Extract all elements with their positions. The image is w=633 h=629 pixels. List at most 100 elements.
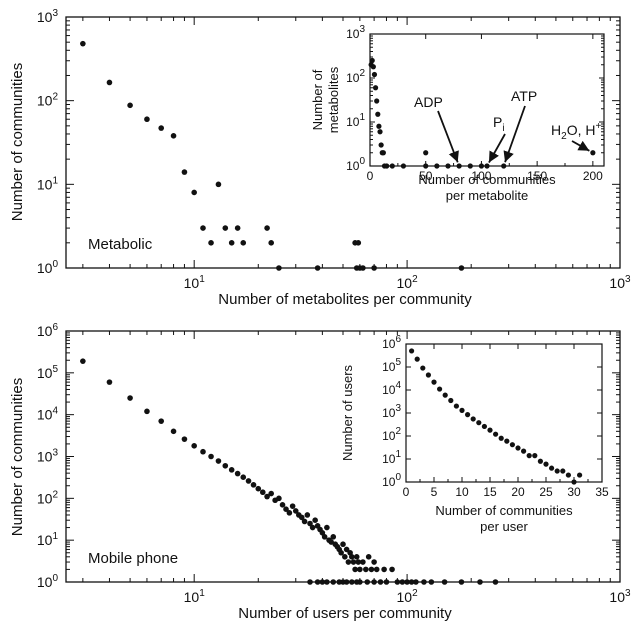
- data-point: [191, 443, 197, 449]
- data-point: [321, 534, 328, 540]
- data-point: [304, 512, 311, 518]
- data-point: [363, 566, 369, 573]
- data-point: [340, 541, 346, 548]
- data-point: [208, 240, 214, 246]
- y-tick-label: 100: [346, 156, 365, 173]
- y-tick-label: 103: [37, 448, 59, 465]
- data-point: [336, 579, 343, 585]
- data-point: [353, 579, 360, 585]
- mobile-inset-points: [409, 348, 583, 485]
- data-point: [400, 163, 407, 169]
- data-point: [330, 579, 337, 585]
- data-point: [445, 163, 451, 169]
- data-point: [222, 462, 229, 469]
- y-tick-label: 102: [382, 426, 401, 443]
- data-point: [181, 436, 188, 442]
- data-point: [255, 485, 262, 492]
- data-point: [425, 372, 431, 378]
- y-tick-label: 100: [37, 573, 59, 590]
- data-point: [106, 379, 113, 385]
- data-point: [245, 478, 252, 484]
- y-tick-label: 103: [346, 24, 365, 41]
- data-point: [372, 85, 379, 91]
- data-point: [543, 461, 549, 467]
- metabolic-inset-x-title-line2: per metabolite: [446, 188, 528, 203]
- mobile-inset-x-title-line1: Number of communities: [435, 503, 573, 518]
- mobile-inset-frame: [405, 343, 603, 483]
- data-point: [423, 150, 429, 156]
- data-point: [371, 579, 377, 585]
- data-point: [264, 225, 270, 231]
- data-point: [477, 579, 483, 585]
- metabolic-inset-axes-ticks: 0 50 100 150 200 100 101 102 103: [346, 24, 604, 183]
- metabolic-inset-points: [368, 57, 596, 169]
- data-point: [355, 559, 362, 565]
- metabolic-inset-frame: [369, 33, 605, 167]
- data-point: [342, 554, 348, 560]
- y-tick-label: 100: [382, 472, 401, 489]
- data-point: [170, 428, 177, 435]
- data-point: [80, 40, 86, 47]
- data-point: [492, 579, 499, 585]
- y-tick-label: 106: [382, 334, 401, 351]
- annotation-pi-main: P: [493, 114, 502, 130]
- data-point: [384, 163, 390, 169]
- annotation-water-h: H: [551, 122, 561, 138]
- metabolic-panel: 101 102 103 100 101 102 103 Metabolic Number o…: [9, 8, 631, 308]
- y-tick-label: 102: [37, 489, 59, 506]
- data-point: [181, 169, 188, 175]
- data-point: [191, 189, 197, 196]
- data-point: [577, 472, 583, 478]
- y-tick-label: 100: [37, 259, 59, 276]
- data-point: [448, 397, 454, 404]
- x-tick-label: 150: [527, 169, 547, 183]
- data-point: [549, 465, 555, 471]
- data-point: [80, 358, 86, 364]
- data-point: [389, 566, 395, 573]
- data-point: [467, 163, 473, 169]
- data-point: [364, 579, 371, 585]
- annotation-pi: Pi: [488, 114, 506, 163]
- data-point: [459, 407, 465, 413]
- data-point: [375, 111, 381, 117]
- data-point: [565, 472, 572, 478]
- data-point: [350, 559, 357, 565]
- data-point: [571, 479, 577, 485]
- data-point: [360, 559, 366, 565]
- data-point: [324, 579, 330, 585]
- annotation-water-rest: O, H: [567, 122, 596, 138]
- data-point: [458, 265, 465, 271]
- x-tick-label: 0: [367, 169, 374, 183]
- data-point: [259, 489, 266, 496]
- data-point: [498, 435, 504, 441]
- data-point: [414, 356, 420, 362]
- data-point: [408, 579, 415, 585]
- data-point: [501, 163, 507, 169]
- data-point: [314, 579, 321, 585]
- data-point: [286, 510, 293, 516]
- data-point: [420, 365, 426, 371]
- y-tick-label: 101: [37, 175, 59, 192]
- y-tick-label: 101: [37, 531, 59, 548]
- data-point: [144, 408, 150, 415]
- mobile-inset-x-title-line2: per user: [480, 519, 528, 534]
- data-point: [314, 265, 321, 271]
- x-tick-label: 30: [567, 485, 581, 499]
- x-tick-label: 15: [483, 485, 497, 499]
- data-point: [328, 539, 334, 545]
- data-point: [127, 102, 133, 109]
- data-point: [371, 71, 378, 78]
- data-point: [442, 392, 448, 398]
- data-point: [292, 508, 299, 514]
- metabolic-axes-ticks: 101 102 103 100 101 102 103: [37, 8, 631, 291]
- data-point: [276, 495, 282, 502]
- data-point: [487, 427, 493, 433]
- data-point: [343, 546, 350, 553]
- data-point: [222, 225, 229, 231]
- x-tick-label: 103: [609, 588, 631, 605]
- data-point: [357, 566, 363, 573]
- data-point: [428, 579, 435, 585]
- data-point: [381, 566, 387, 573]
- data-point: [365, 554, 372, 560]
